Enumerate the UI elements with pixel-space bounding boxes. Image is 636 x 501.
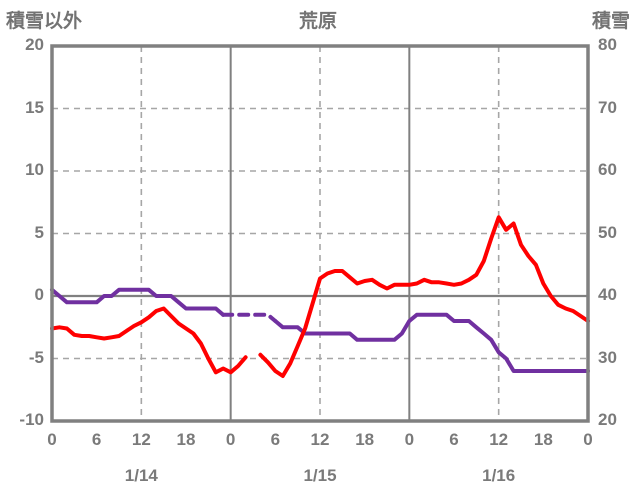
red-series-line <box>50 306 248 375</box>
right-axis-title: 積雪 <box>591 11 630 32</box>
hour-tick-label: 12 <box>489 430 509 449</box>
left-axis-tick-label: 0 <box>34 285 44 304</box>
left-axis-tick-label: 10 <box>25 160 44 179</box>
day-label: 1/16 <box>482 466 516 485</box>
right-axis-tick-label: 60 <box>598 160 617 179</box>
hour-tick-label: 18 <box>176 430 196 449</box>
left-axis-title: 積雪以外 <box>6 11 83 32</box>
right-axis-tick-label: 70 <box>598 97 617 117</box>
hour-tick-label: 6 <box>91 430 102 449</box>
left-axis-tick-label: 15 <box>25 97 44 117</box>
right-axis-tick-label: 40 <box>598 285 617 304</box>
purple-series-line <box>273 312 590 373</box>
left-axis-tick-label: 5 <box>34 222 44 242</box>
day-label: 1/15 <box>303 466 337 485</box>
purple-series-line-dashed <box>221 312 278 323</box>
hour-tick-label: 0 <box>404 430 415 449</box>
right-axis-tick-label: 30 <box>598 347 617 367</box>
hour-tick-label: 6 <box>449 430 459 449</box>
hour-tick-label: 18 <box>355 430 375 449</box>
left-axis-tick-label: 20 <box>25 35 44 54</box>
left-axis-tick-label: -10 <box>19 410 44 429</box>
red-series-line <box>258 215 590 378</box>
plot-border <box>50 44 590 423</box>
right-axis-tick-label: 80 <box>598 35 617 54</box>
hour-tick-label: 6 <box>270 430 281 449</box>
hour-tick-label: 0 <box>225 430 236 449</box>
right-axis-tick-label: 50 <box>598 222 617 242</box>
hour-tick-label: 0 <box>583 430 593 449</box>
hour-tick-label: 18 <box>533 430 553 449</box>
right-axis-tick-label: 20 <box>598 410 617 429</box>
day-label: 1/14 <box>124 466 158 485</box>
hour-tick-label: 12 <box>310 430 330 449</box>
purple-series-line <box>50 287 226 317</box>
hour-tick-label: 12 <box>131 430 151 449</box>
hour-tick-label: 0 <box>47 430 57 449</box>
left-axis-tick-label: -5 <box>28 347 44 367</box>
chart-title: 荒原 <box>298 11 337 32</box>
